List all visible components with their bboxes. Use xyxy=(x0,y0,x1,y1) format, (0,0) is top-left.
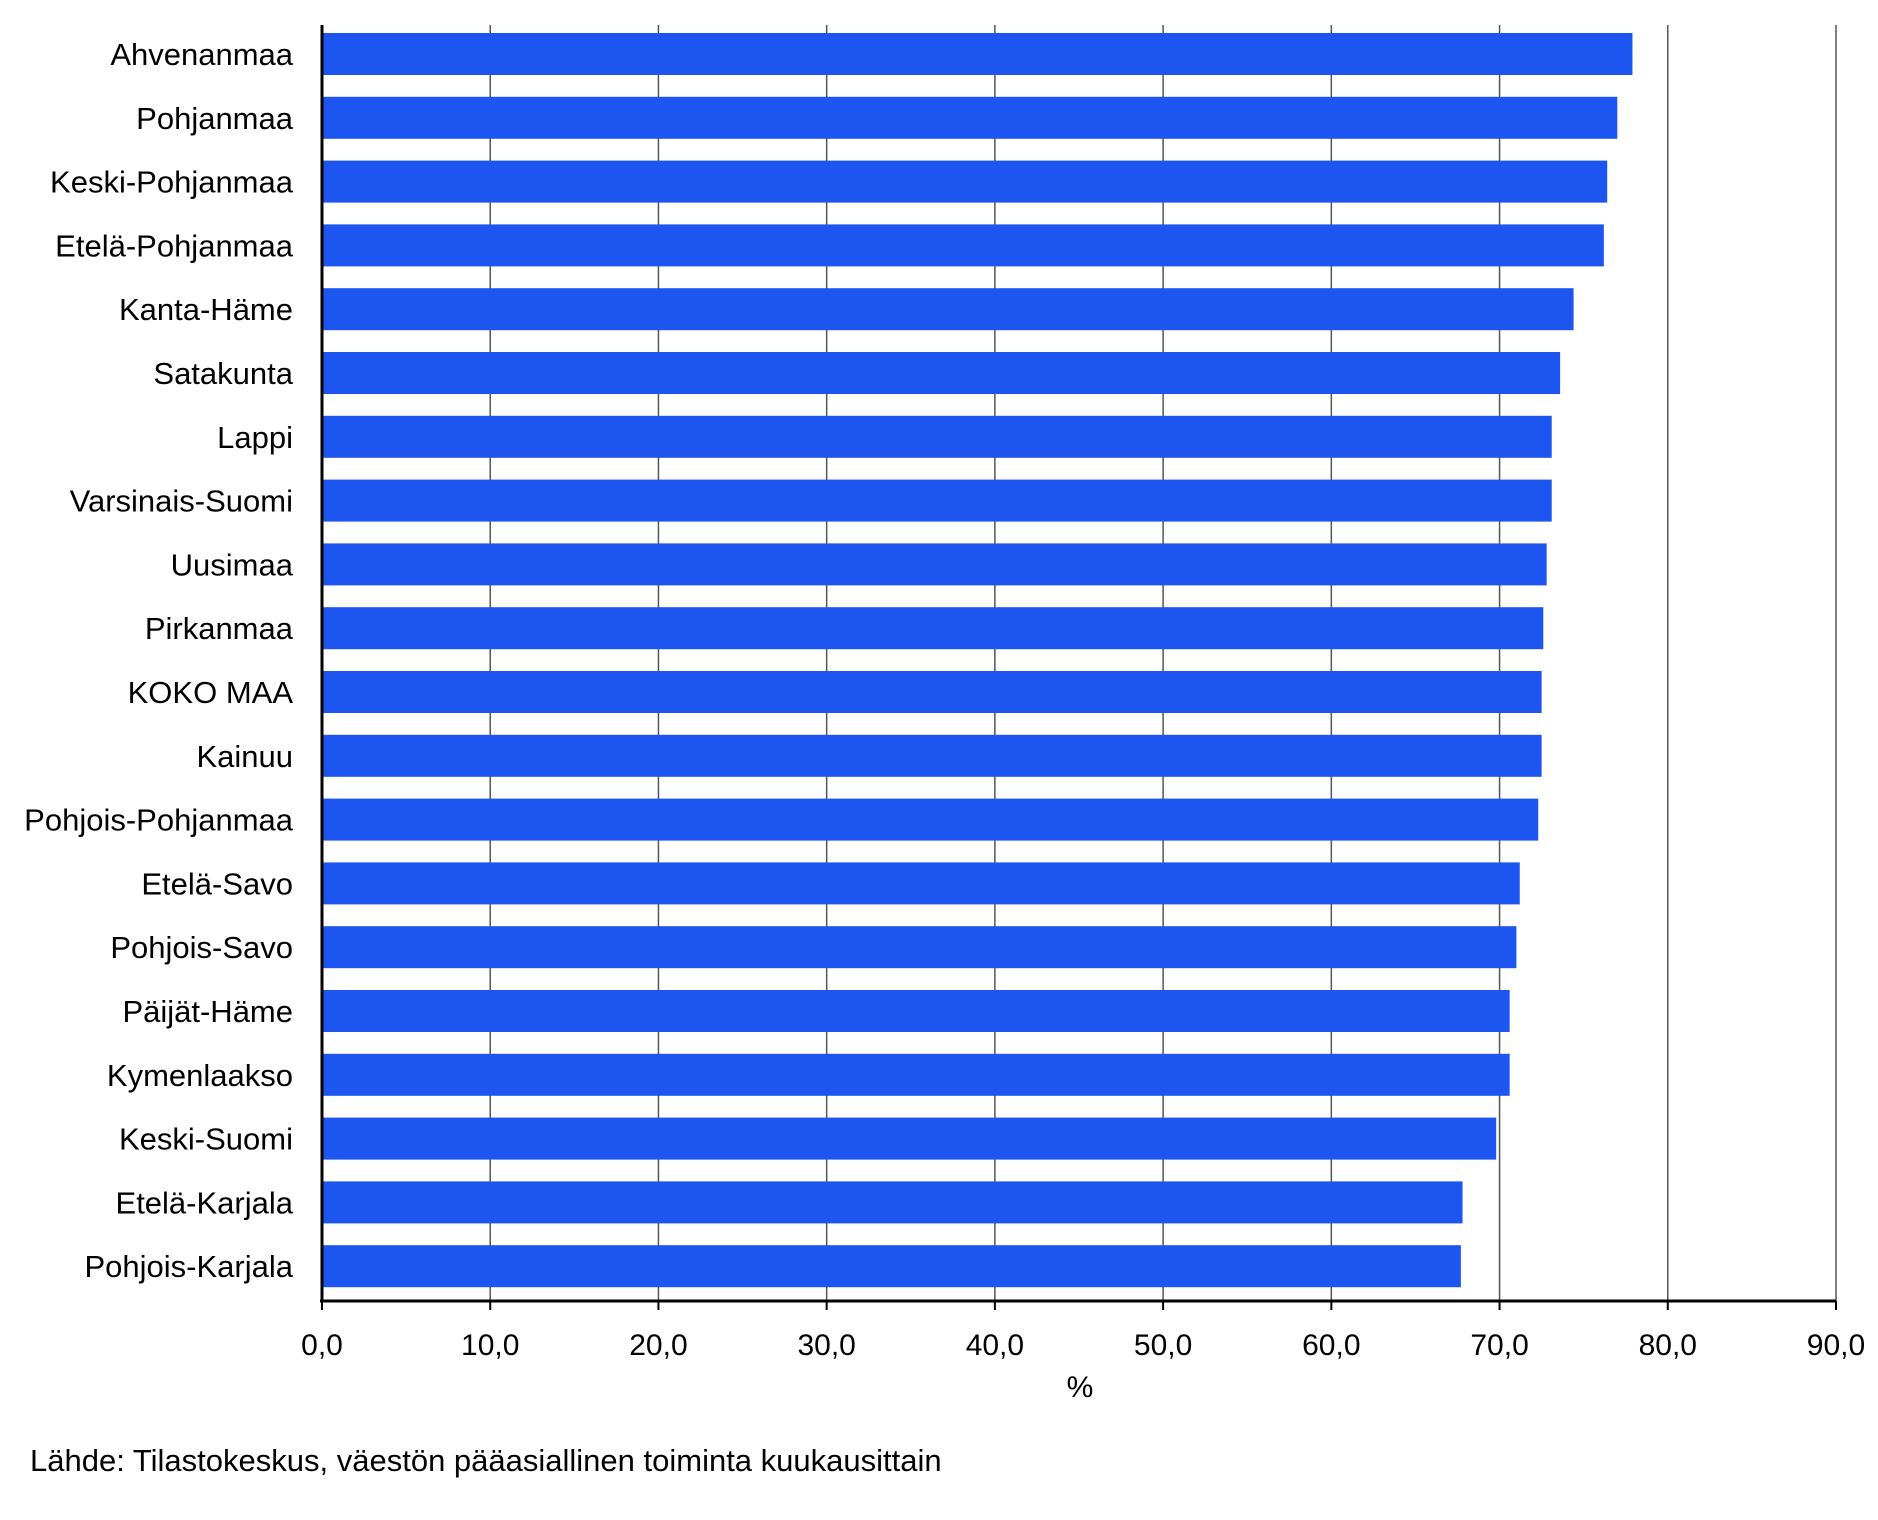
x-axis-tick-marks xyxy=(321,1301,1837,1310)
x-tick-label: 20,0 xyxy=(629,1329,687,1362)
bar xyxy=(322,415,1552,458)
category-label: Varsinais-Suomi xyxy=(70,484,293,519)
category-label: Kymenlaakso xyxy=(107,1058,293,1093)
bar xyxy=(322,734,1542,777)
bar xyxy=(322,671,1542,713)
category-label: KOKO MAA xyxy=(128,675,294,710)
bar xyxy=(322,607,1544,650)
category-label: Keski-Pohjanmaa xyxy=(50,165,294,200)
bar xyxy=(322,224,1604,267)
x-tick-label: 40,0 xyxy=(966,1329,1024,1362)
bar xyxy=(322,352,1561,394)
bar xyxy=(322,1053,1510,1096)
x-axis-labels: 0,0 10,0 20,0 30,0 40,0 50,0 60,0 70,0 80,0 90,0 xyxy=(301,1329,1865,1362)
x-tick-label: 60,0 xyxy=(1302,1329,1360,1362)
category-label: Kainuu xyxy=(196,739,293,774)
category-label: Pohjanmaa xyxy=(136,101,294,136)
category-label: Lappi xyxy=(217,420,293,455)
category-label: Uusimaa xyxy=(171,547,294,582)
category-label: Pohjois-Savo xyxy=(110,930,293,965)
category-label: Kanta-Häme xyxy=(119,292,293,327)
category-label: Ahvenanmaa xyxy=(110,37,293,72)
grid-lines xyxy=(489,25,1837,1301)
bar xyxy=(322,33,1633,75)
source-note: Lähde: Tilastokeskus, väestön pääasialli… xyxy=(30,1443,942,1478)
category-label: Pohjois-Pohjanmaa xyxy=(24,803,294,838)
bar xyxy=(322,926,1517,969)
category-label: Pohjois-Karjala xyxy=(85,1249,294,1284)
x-tick-label: 50,0 xyxy=(1134,1329,1192,1362)
category-label: Päijät-Häme xyxy=(122,994,293,1029)
x-tick-label: 90,0 xyxy=(1807,1329,1865,1362)
bar xyxy=(322,990,1510,1032)
bar-chart: Ahvenanmaa Pohjanmaa Keski-Pohjanmaa Etelä-… xyxy=(24,25,1865,1404)
y-axis-labels: Ahvenanmaa Pohjanmaa Keski-Pohjanmaa Etelä-… xyxy=(24,37,294,1284)
bar xyxy=(322,798,1539,841)
x-tick-label: 70,0 xyxy=(1470,1329,1528,1362)
bar xyxy=(322,1181,1463,1224)
category-label: Etelä-Savo xyxy=(141,866,293,901)
x-axis-title: % xyxy=(1067,1371,1094,1404)
bar xyxy=(322,543,1547,586)
bar xyxy=(322,96,1618,139)
category-label: Pirkanmaa xyxy=(145,611,294,646)
x-tick-label: 30,0 xyxy=(797,1329,855,1362)
x-tick-label: 10,0 xyxy=(461,1329,519,1362)
category-label: Satakunta xyxy=(153,356,293,391)
x-tick-label: 0,0 xyxy=(301,1329,343,1362)
bar xyxy=(322,160,1608,203)
bar xyxy=(322,479,1552,522)
bar xyxy=(322,288,1574,331)
bars xyxy=(322,33,1633,1288)
category-label: Etelä-Karjala xyxy=(116,1185,294,1220)
bar xyxy=(322,862,1520,905)
category-label: Etelä-Pohjanmaa xyxy=(55,228,294,263)
x-tick-label: 80,0 xyxy=(1639,1329,1697,1362)
bar xyxy=(322,1117,1497,1160)
category-label: Keski-Suomi xyxy=(119,1122,293,1157)
bar xyxy=(322,1245,1461,1288)
